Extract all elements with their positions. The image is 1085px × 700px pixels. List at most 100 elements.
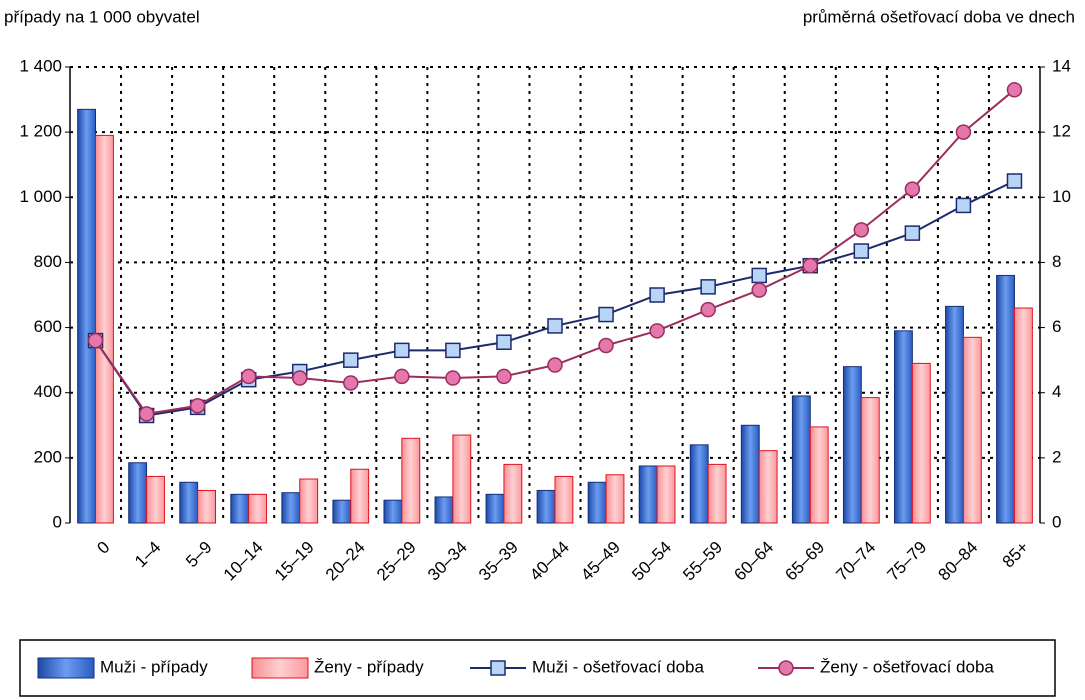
marker	[547, 357, 563, 373]
bar	[401, 437, 421, 524]
line	[94, 180, 1015, 417]
marker	[649, 323, 665, 339]
y2-tick-label: 10	[1052, 187, 1071, 206]
bar	[740, 424, 760, 524]
marker	[394, 368, 410, 385]
bar	[281, 492, 301, 524]
bar	[842, 366, 862, 524]
bar	[452, 434, 472, 524]
marker	[751, 282, 767, 298]
bar	[638, 465, 658, 524]
marker	[343, 375, 359, 391]
marker	[598, 306, 614, 323]
marker	[853, 243, 870, 259]
marker	[445, 370, 461, 386]
y2-axis-title: průměrná ošetřovací doba ve dnech	[803, 7, 1075, 26]
x-tick-label: 1–4	[131, 538, 164, 571]
bar	[1013, 307, 1033, 524]
bar	[503, 463, 523, 524]
y2-tick-label: 0	[1052, 512, 1061, 531]
y2-tick-label: 12	[1052, 122, 1071, 141]
x-tick-label: 5–9	[182, 538, 215, 571]
bar	[485, 493, 505, 524]
legend-label: Muži - případy	[100, 657, 208, 676]
x-tick-label: 20–24	[322, 538, 369, 585]
marker	[394, 342, 410, 359]
bar	[299, 478, 319, 524]
bar	[434, 496, 454, 524]
bar	[248, 493, 268, 524]
bar	[758, 450, 778, 524]
bar	[77, 108, 97, 524]
bar	[791, 395, 811, 524]
y-axis-title: případy na 1 000 obyvatel	[4, 7, 200, 26]
marker	[547, 318, 563, 334]
marker	[649, 287, 665, 303]
bar	[809, 426, 829, 524]
bar	[95, 134, 114, 524]
marker	[904, 181, 921, 197]
legend-label: Ženy - ošetřovací doba	[820, 657, 994, 676]
marker	[598, 337, 614, 354]
legend-marker	[490, 660, 506, 676]
marker	[496, 368, 512, 385]
bar	[962, 336, 982, 524]
marker	[1006, 82, 1023, 98]
marker	[955, 124, 972, 140]
y-tick-label: 400	[34, 382, 62, 401]
bar	[707, 463, 727, 524]
x-tick-label: 35–39	[475, 538, 522, 585]
marker	[802, 257, 819, 274]
marker	[955, 197, 972, 214]
marker	[700, 279, 716, 295]
bar	[350, 468, 370, 524]
marker	[138, 406, 155, 422]
bar	[230, 493, 250, 524]
x-tick-label: 30–34	[424, 538, 471, 585]
bar	[197, 489, 216, 524]
marker	[189, 397, 206, 414]
x-tick-label: 60–64	[730, 538, 777, 585]
x-tick-label: 85+	[999, 538, 1033, 572]
y-tick-label: 1 400	[19, 56, 62, 75]
y-tick-label: 1 200	[19, 122, 62, 141]
x-tick-label: 40–44	[526, 538, 573, 585]
x-tick-label: 70–74	[832, 538, 879, 585]
y-tick-label: 0	[53, 512, 62, 531]
x-tick-label: 45–49	[577, 538, 624, 585]
bar	[689, 444, 709, 524]
marker	[87, 332, 104, 349]
bar	[996, 274, 1015, 524]
bar	[605, 474, 625, 524]
marker	[700, 301, 716, 318]
x-tick-label: 15–19	[271, 538, 318, 585]
x-tick-label: 25–29	[373, 538, 420, 585]
marker	[496, 334, 512, 350]
legend-label: Muži - ošetřovací doba	[532, 657, 705, 676]
bar	[383, 499, 403, 524]
x-tick-label: 65–69	[781, 538, 828, 585]
bar	[911, 362, 931, 524]
legend-marker	[778, 660, 794, 676]
y2-tick-label: 8	[1052, 252, 1061, 271]
y2-tick-label: 6	[1052, 317, 1061, 336]
y-tick-label: 800	[34, 252, 62, 271]
bar	[332, 499, 352, 524]
y-tick-label: 1 000	[19, 187, 62, 206]
marker	[343, 352, 359, 368]
marker	[904, 225, 921, 241]
marker	[751, 267, 767, 284]
marker	[240, 368, 257, 385]
y-tick-label: 200	[34, 447, 62, 466]
legend-swatch	[251, 657, 309, 679]
bar	[894, 330, 913, 524]
bar	[656, 465, 676, 524]
y-tick-label: 600	[34, 317, 62, 336]
legend-swatch	[37, 657, 95, 679]
x-tick-label: 80–84	[935, 538, 982, 585]
bar	[860, 397, 880, 524]
x-tick-label: 10–14	[220, 538, 267, 585]
bar	[536, 489, 556, 524]
marker	[1006, 173, 1023, 189]
